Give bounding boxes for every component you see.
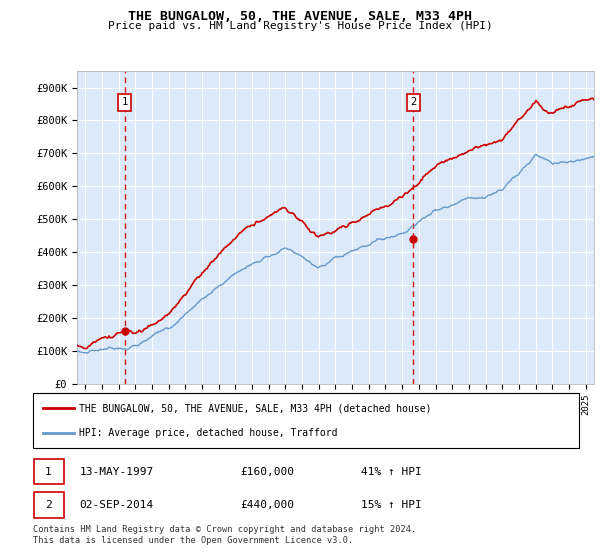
Text: £160,000: £160,000 — [241, 466, 295, 477]
FancyBboxPatch shape — [34, 459, 64, 484]
Text: Price paid vs. HM Land Registry's House Price Index (HPI): Price paid vs. HM Land Registry's House … — [107, 21, 493, 31]
Text: THE BUNGALOW, 50, THE AVENUE, SALE, M33 4PH: THE BUNGALOW, 50, THE AVENUE, SALE, M33 … — [128, 10, 472, 23]
FancyBboxPatch shape — [34, 492, 64, 518]
FancyBboxPatch shape — [33, 393, 579, 448]
Text: 1: 1 — [45, 466, 52, 477]
Text: 2: 2 — [410, 97, 416, 108]
Text: 13-MAY-1997: 13-MAY-1997 — [79, 466, 154, 477]
Text: HPI: Average price, detached house, Trafford: HPI: Average price, detached house, Traf… — [79, 428, 338, 438]
Text: 1: 1 — [122, 97, 128, 108]
Text: 15% ↑ HPI: 15% ↑ HPI — [361, 500, 421, 510]
Text: THE BUNGALOW, 50, THE AVENUE, SALE, M33 4PH (detached house): THE BUNGALOW, 50, THE AVENUE, SALE, M33 … — [79, 404, 432, 413]
Text: 02-SEP-2014: 02-SEP-2014 — [79, 500, 154, 510]
Text: Contains HM Land Registry data © Crown copyright and database right 2024.
This d: Contains HM Land Registry data © Crown c… — [33, 525, 416, 545]
Text: £440,000: £440,000 — [241, 500, 295, 510]
Text: 2: 2 — [45, 500, 52, 510]
Text: 41% ↑ HPI: 41% ↑ HPI — [361, 466, 421, 477]
